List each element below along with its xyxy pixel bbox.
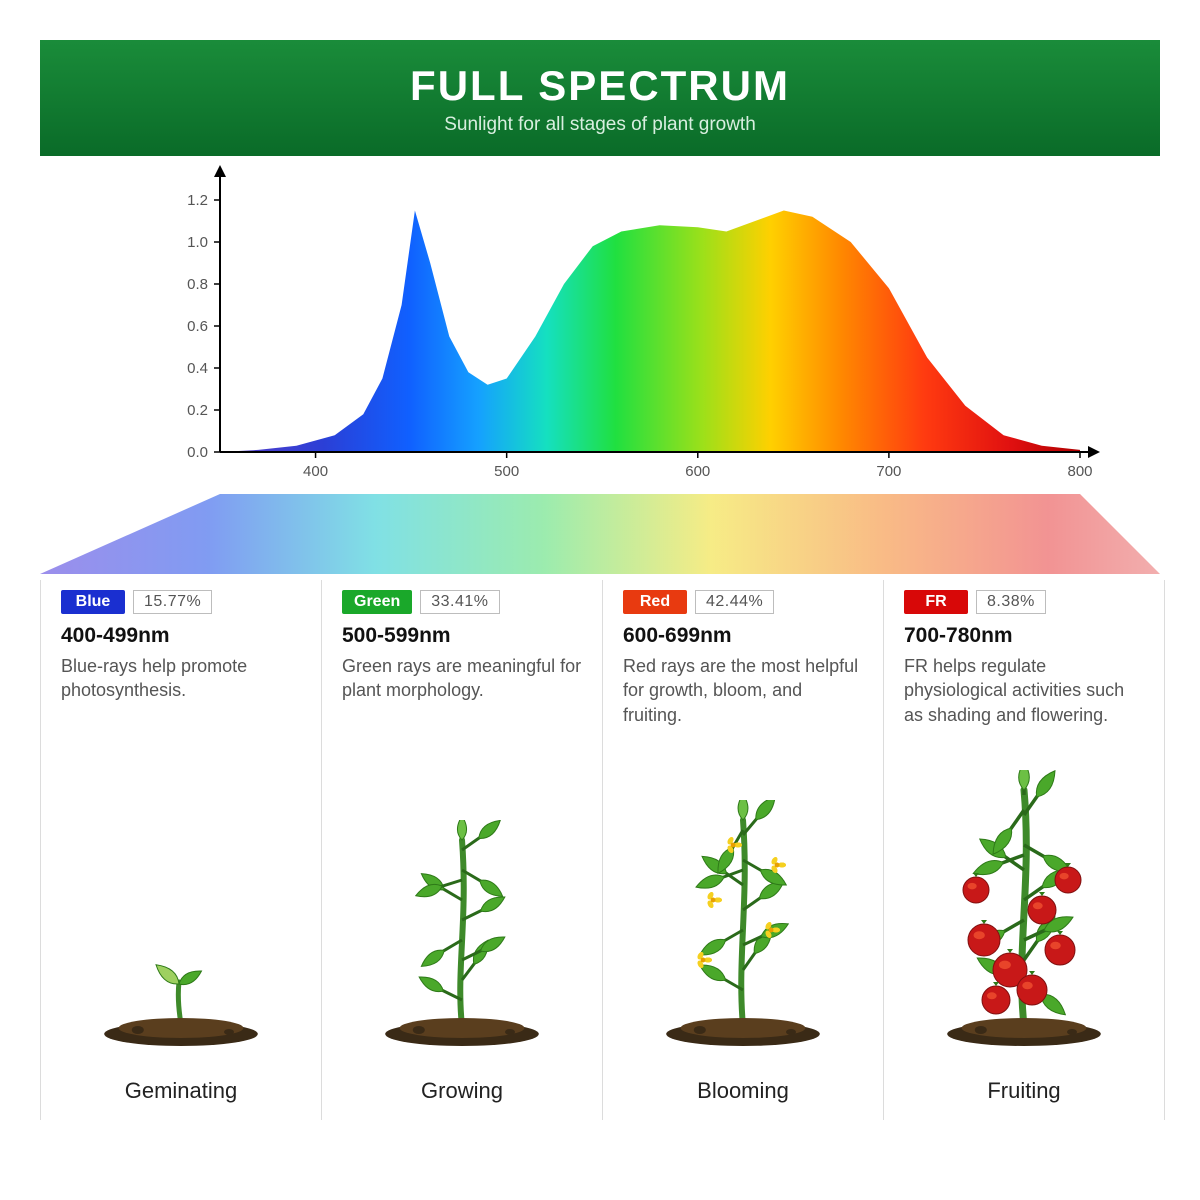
plant-fruiting-icon [904, 770, 1144, 1060]
spectrum-column-fr: FR 8.38% 700-780nm FR helps regulate phy… [883, 580, 1165, 1120]
badge-row: Green 33.41% [342, 590, 582, 614]
color-badge: FR [904, 590, 968, 614]
description-text: Red rays are the most helpful for growth… [623, 654, 863, 727]
soil-icon [104, 1018, 258, 1046]
description-text: Blue-rays help promote photosynthesis. [61, 654, 301, 703]
wavelength-range: 600-699nm [623, 624, 863, 648]
svg-text:0.6: 0.6 [187, 318, 208, 335]
badge-row: Red 42.44% [623, 590, 863, 614]
soil-icon [947, 1018, 1101, 1046]
svg-text:400: 400 [303, 463, 328, 480]
spectrum-column-green: Green 33.41% 500-599nm Green rays are me… [321, 580, 602, 1120]
stage-label: Growing [342, 1068, 582, 1120]
plant-illustration [904, 727, 1144, 1068]
plant-sprout-icon [61, 950, 301, 1060]
soil-icon [385, 1018, 539, 1046]
spectrum-columns: Blue 15.77% 400-499nm Blue-rays help pro… [40, 580, 1160, 1120]
header-subtitle: Sunlight for all stages of plant growth [40, 114, 1160, 136]
svg-text:600: 600 [685, 463, 710, 480]
percentage-value: 42.44% [695, 590, 774, 614]
svg-text:0.0: 0.0 [187, 444, 208, 461]
color-badge: Green [342, 590, 412, 614]
svg-text:700: 700 [876, 463, 901, 480]
svg-text:0.2: 0.2 [187, 402, 208, 419]
spectrum-column-red: Red 42.44% 600-699nm Red rays are the mo… [602, 580, 883, 1120]
percentage-value: 15.77% [133, 590, 212, 614]
spectrum-column-blue: Blue 15.77% 400-499nm Blue-rays help pro… [40, 580, 321, 1120]
plant-growing-icon [342, 820, 582, 1060]
plant-illustration [61, 703, 301, 1068]
stage-label: Geminating [61, 1068, 301, 1120]
wavelength-range: 500-599nm [342, 624, 582, 648]
svg-text:500: 500 [494, 463, 519, 480]
description-text: Green rays are meaningful for plant morp… [342, 654, 582, 703]
badge-row: Blue 15.77% [61, 590, 301, 614]
svg-text:0.8: 0.8 [187, 276, 208, 293]
plant-illustration [623, 727, 863, 1068]
color-badge: Blue [61, 590, 125, 614]
plant-illustration [342, 703, 582, 1068]
wavelength-range: 400-499nm [61, 624, 301, 648]
svg-text:1.0: 1.0 [187, 234, 208, 251]
stage-label: Fruiting [904, 1068, 1144, 1120]
svg-text:0.4: 0.4 [187, 360, 208, 377]
header-banner: FULL SPECTRUM Sunlight for all stages of… [40, 40, 1160, 156]
svg-text:1.2: 1.2 [187, 192, 208, 209]
spectrum-beam [40, 494, 1160, 574]
wavelength-range: 700-780nm [904, 624, 1144, 648]
spectrum-chart: 0.0 0.2 0.4 0.6 0.8 1.0 1.2 400 500 600 700 800 [40, 164, 1160, 494]
color-badge: Red [623, 590, 687, 614]
percentage-value: 33.41% [420, 590, 499, 614]
percentage-value: 8.38% [976, 590, 1046, 614]
svg-text:800: 800 [1067, 463, 1092, 480]
plant-blooming-icon [623, 800, 863, 1060]
header-title: FULL SPECTRUM [40, 62, 1160, 110]
soil-icon [666, 1018, 820, 1046]
stage-label: Blooming [623, 1068, 863, 1120]
description-text: FR helps regulate physiological activiti… [904, 654, 1144, 727]
badge-row: FR 8.38% [904, 590, 1144, 614]
